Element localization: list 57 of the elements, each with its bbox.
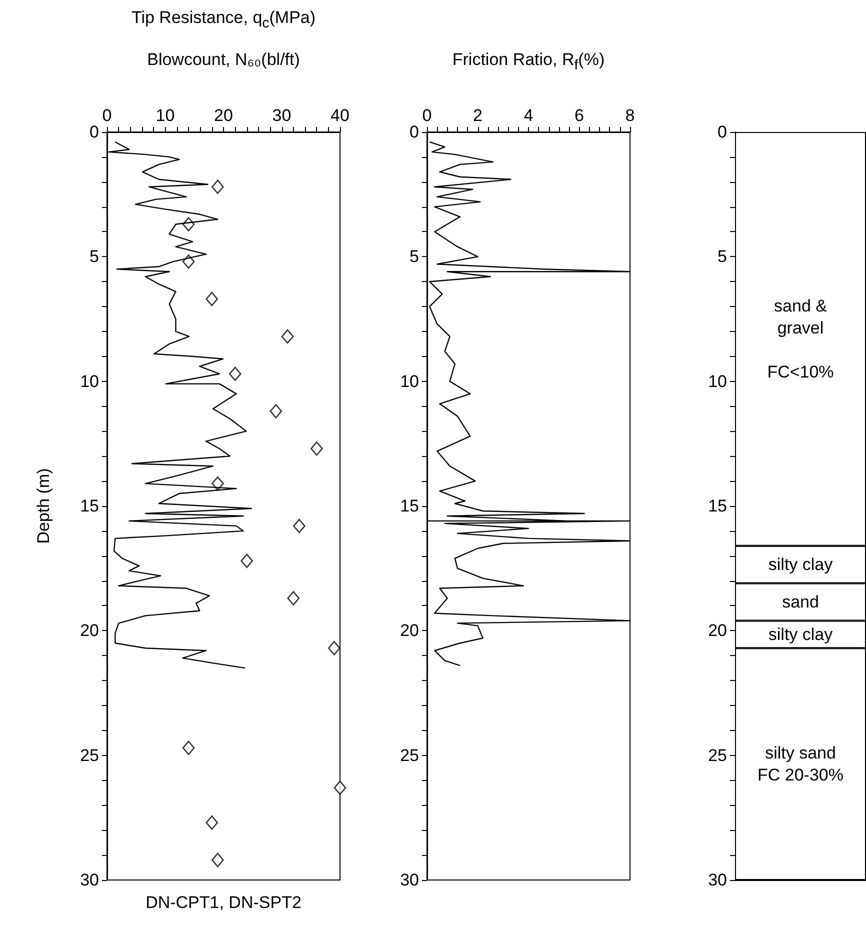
point bbox=[182, 254, 195, 269]
y-tick-label: 0 bbox=[718, 122, 727, 142]
y-tick-label: 30 bbox=[80, 870, 99, 890]
y-tick-label: 25 bbox=[708, 746, 727, 765]
point bbox=[212, 180, 224, 194]
x-tick-label: 6 bbox=[574, 106, 584, 125]
point bbox=[334, 780, 346, 795]
point bbox=[270, 404, 282, 418]
series-label: sand bbox=[782, 592, 819, 612]
x-tick-label: 40 bbox=[330, 106, 350, 125]
point bbox=[229, 366, 242, 382]
y-tick-label: 20 bbox=[400, 621, 419, 640]
x-tick-label: 10 bbox=[156, 106, 175, 125]
y-tick-label: 20 bbox=[708, 621, 727, 640]
x-tick-label: 0 bbox=[422, 106, 432, 125]
y-tick-label: 5 bbox=[718, 247, 727, 266]
x-tick-label: 20 bbox=[214, 106, 233, 125]
point bbox=[212, 852, 224, 868]
point bbox=[287, 591, 300, 606]
point bbox=[212, 476, 224, 491]
point bbox=[328, 640, 340, 656]
y-axis-title: Depth (m) bbox=[34, 468, 53, 544]
text: sand & gravel FC<10% bbox=[767, 296, 834, 382]
y-tick-label: 0 bbox=[90, 122, 99, 142]
x-axis-title: Friction Ratio, R$_{f}$(%) bbox=[452, 50, 605, 74]
series-label: silty clay bbox=[768, 624, 834, 644]
y-tick-label: 30 bbox=[400, 870, 419, 890]
y-tick-label: 25 bbox=[80, 746, 99, 765]
chart-title: Tip Resistance, q$_{c}$(MPa) bbox=[131, 8, 316, 32]
x-tick-label: 4 bbox=[524, 106, 534, 125]
point bbox=[206, 816, 218, 830]
x-tick-label: 30 bbox=[272, 106, 292, 125]
y-tick-label: 10 bbox=[80, 372, 99, 391]
x-tick-label: 8 bbox=[625, 106, 635, 125]
y-tick-label: 5 bbox=[410, 247, 419, 266]
series-label: silty sand FC 20-30% bbox=[758, 744, 844, 785]
y-tick-label: 10 bbox=[708, 372, 727, 391]
y-tick-label: 20 bbox=[80, 621, 99, 640]
y-tick-label: 10 bbox=[400, 372, 419, 391]
y-tick-label: 15 bbox=[80, 496, 99, 516]
x-tick-label: 2 bbox=[473, 106, 482, 125]
y-tick-label: 25 bbox=[400, 746, 419, 765]
series-label: silty clay bbox=[768, 555, 834, 574]
point bbox=[281, 329, 294, 344]
point bbox=[293, 518, 306, 534]
point bbox=[206, 292, 218, 306]
point bbox=[310, 442, 323, 456]
y-tick-label: 0 bbox=[410, 122, 419, 142]
text: DN-CPT1, DN-SPT2 bbox=[146, 893, 302, 913]
x-tick-label: 0 bbox=[102, 106, 112, 125]
y-tick-label: 15 bbox=[708, 496, 727, 516]
y-tick-label: 15 bbox=[400, 496, 419, 516]
y-tick-label: 30 bbox=[708, 870, 727, 890]
y-tick-label: 5 bbox=[90, 247, 99, 266]
x-axis-title: Blowcount, N₆₀(bl/ft) bbox=[147, 50, 300, 70]
point bbox=[182, 740, 195, 756]
point bbox=[240, 554, 253, 568]
